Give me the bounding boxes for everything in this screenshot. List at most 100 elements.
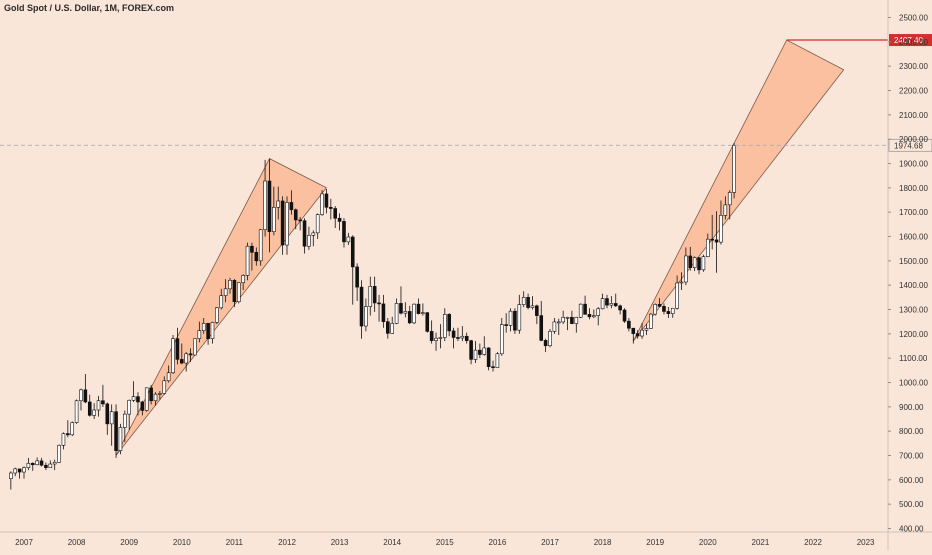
candle [276,186,281,220]
y-tick-label: 2100.00 [899,111,928,120]
candle-body-up [153,393,158,402]
candle [464,332,469,344]
candle [17,468,22,479]
candle [521,291,526,308]
candle [460,326,465,342]
candle [70,421,75,437]
candle-body-up [171,338,175,374]
candle [302,218,307,254]
candle-body-down [87,401,92,416]
candle-body-up [144,387,149,411]
y-tick-label: 2300.00 [899,62,928,71]
candle-body-up [508,310,513,326]
y-tick-label: 2200.00 [899,87,928,96]
candle [61,432,66,450]
candle [684,247,688,286]
candle [333,206,338,228]
candle-body-up [600,298,605,310]
x-tick-label: 2015 [436,538,454,547]
candle-body-up [245,245,250,276]
candle-body-down [188,353,193,356]
candle [548,328,552,348]
candle-body-down [543,340,548,347]
candle-body-up [131,396,136,401]
candle-body-up [92,409,96,416]
y-tick-label: 800.00 [899,427,924,436]
candle-body-up [276,200,281,208]
x-tick-label: 2007 [15,538,33,547]
candle [342,218,346,248]
y-tick-label: 700.00 [899,452,924,461]
candle [158,391,162,400]
candle [530,296,535,310]
candle-body-down [429,331,434,341]
candle-body-down [657,304,662,307]
candle-body-up [320,193,324,215]
candle-body-up [162,380,167,394]
candle [394,298,399,325]
candle-body-up [228,279,232,290]
candle [495,352,500,368]
candle-body-up [609,303,614,306]
candle [482,336,487,356]
candle-body-down [293,209,298,221]
candle-body-up [307,234,311,247]
candle-body-down [447,314,451,332]
candle [662,303,666,315]
candle-body-up [22,467,26,473]
candle-body-up [653,304,658,315]
candle [140,400,145,416]
candle [368,276,373,316]
x-tick-label: 2022 [804,538,822,547]
candle [74,399,79,424]
candle [552,318,557,334]
candle [596,307,601,326]
candle [109,404,114,446]
candle-body-down [136,396,140,403]
candle-body-down [333,208,338,219]
candle [79,388,83,411]
candle-body-down [635,333,640,337]
candle-body-down [688,255,693,268]
candle [219,288,224,310]
y-tick-label: 1400.00 [899,281,928,290]
candle [508,308,513,332]
candle-body-down [372,286,377,304]
candle-body-up [236,282,241,303]
candle [337,213,342,231]
candle-body-down [83,389,88,403]
candle-body-down [355,266,359,288]
candle-body-up [285,202,289,246]
candle-body-up [241,275,245,284]
candle-body-down [583,303,587,315]
candle-body-up [394,303,399,324]
candle-body-up [574,316,579,324]
x-tick-label: 2020 [699,538,717,547]
candle [670,307,675,318]
candle-body-down [622,309,627,322]
candle-body-down [491,366,495,368]
candle-body-up [719,215,723,243]
candle-body-up [219,295,224,309]
candle-body-down [478,349,482,355]
candle-body-up [158,393,162,395]
candle-body-up [127,399,131,415]
candle [30,462,35,471]
candle [399,286,403,315]
candle [416,298,421,315]
candle [403,302,408,318]
candle [114,404,118,458]
candle [293,208,298,230]
y-tick-label: 1900.00 [899,160,928,169]
candle-body-up [48,463,53,468]
candle [469,339,473,365]
candle [298,217,302,231]
candle-body-up [499,324,504,355]
candle [228,277,232,294]
candle [149,384,153,405]
candle-body-up [727,192,732,206]
candle [438,324,443,349]
candle-body-down [570,316,574,324]
